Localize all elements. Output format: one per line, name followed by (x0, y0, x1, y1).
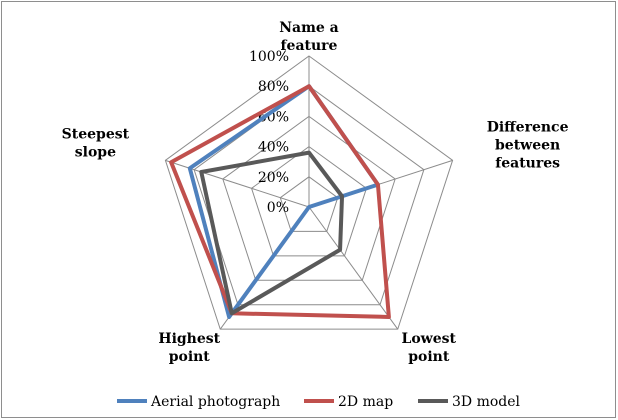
grid-ring (193, 85, 425, 306)
tick-label: 40% (258, 140, 289, 156)
radial-tick-labels: 0% 20% 40% 60% 80% 100% (249, 49, 289, 216)
tick-label: 20% (258, 170, 289, 186)
category-label: Difference between features (487, 119, 569, 171)
series-line (199, 150, 345, 316)
legend-label: 3D model (452, 394, 521, 410)
grid-ring (250, 145, 368, 257)
radar-grid (164, 55, 454, 330)
category-label: Lowest point (402, 331, 457, 365)
category-label: Highest point (158, 331, 220, 365)
legend-label: 2D map (338, 394, 393, 410)
grid-ring (164, 55, 454, 330)
grid-ring (222, 115, 396, 281)
tick-label: 80% (258, 79, 289, 95)
tick-label: 60% (258, 109, 289, 125)
tick-label: 0% (267, 200, 289, 216)
grid-ring (279, 176, 339, 232)
series-line (169, 84, 391, 319)
series-lines (169, 84, 391, 319)
legend-label: Aerial photograph (150, 394, 280, 410)
category-label: Steepest slope (62, 126, 130, 160)
category-labels: Name a feature Difference between features Lo… (62, 20, 569, 365)
category-label: Name a feature (279, 20, 339, 54)
grid-spoke (308, 206, 399, 330)
legend: Aerial photograph 2D map 3D model (117, 394, 521, 410)
tick-label: 100% (249, 49, 289, 65)
